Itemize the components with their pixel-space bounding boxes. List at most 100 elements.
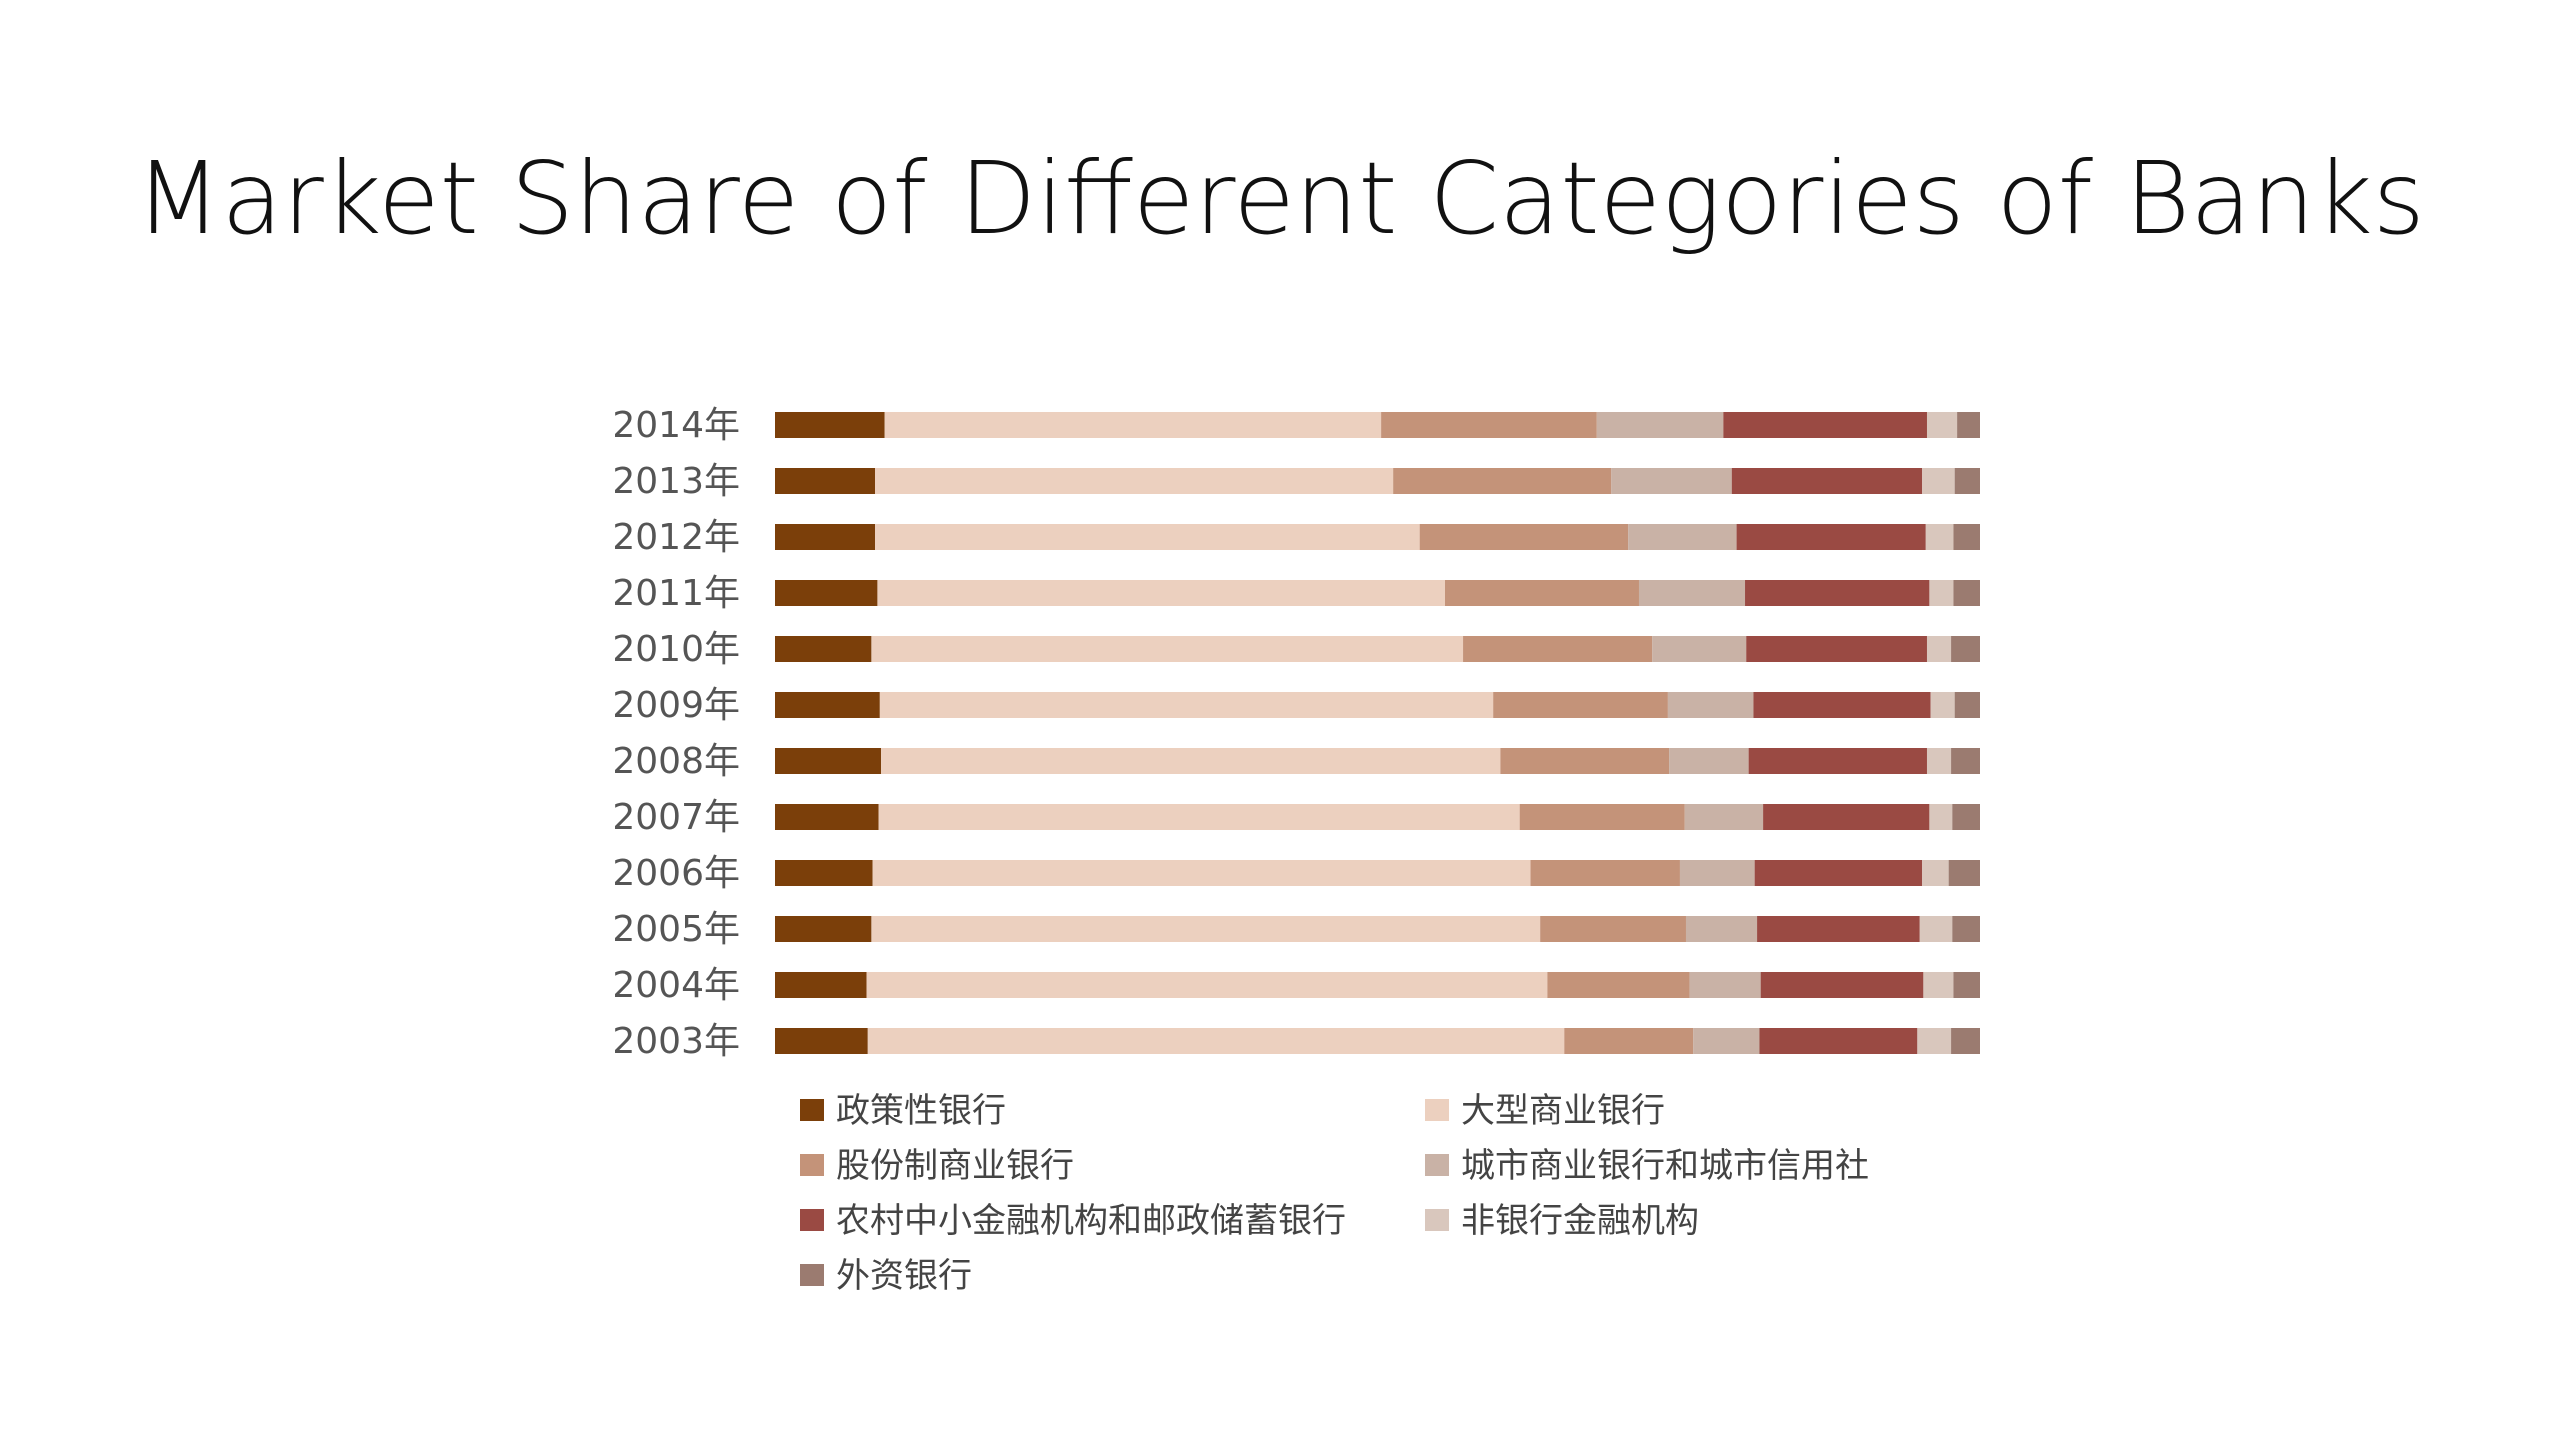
legend-label-3: 城市商业银行和城市信用社	[1461, 1146, 1869, 1186]
bar-segment-0-8	[775, 860, 873, 886]
bar-segment-6-4	[1951, 636, 1980, 662]
legend-label-2: 股份制商业银行	[836, 1146, 1074, 1186]
bar-segment-5-6	[1926, 748, 1952, 774]
legend-swatch-2	[800, 1154, 824, 1176]
legend-swatch-1	[1425, 1099, 1449, 1121]
y-tick-label: 2011年	[612, 573, 740, 614]
bar-segment-3-2	[1628, 524, 1737, 550]
bar-segment-4-8	[1754, 860, 1923, 886]
bar-segment-1-2	[875, 524, 1420, 550]
bar-segment-0-10	[775, 972, 867, 998]
bar-segment-1-11	[867, 1028, 1565, 1054]
bar-segment-4-1	[1731, 468, 1923, 494]
y-tick-label: 2003年	[612, 1021, 740, 1062]
y-axis-labels: 2014年 2013年 2012年 2011年 2010年 2009年 2008年 2007年…	[612, 405, 740, 1062]
bar-segment-3-11	[1693, 1028, 1760, 1054]
bar-segment-6-9	[1952, 916, 1980, 942]
legend-swatch-3	[1425, 1154, 1449, 1176]
bar-segment-2-0	[1381, 412, 1597, 438]
bars-group	[775, 412, 1980, 1054]
bar-segment-6-6	[1951, 748, 1980, 774]
bar-segment-3-3	[1638, 580, 1746, 606]
y-tick-label: 2013年	[612, 461, 740, 502]
bar-segment-2-7	[1519, 804, 1685, 830]
bar-segment-4-9	[1757, 916, 1920, 942]
bar-segment-3-10	[1689, 972, 1761, 998]
legend-swatch-5	[1425, 1209, 1449, 1231]
y-tick-label: 2012年	[612, 517, 740, 558]
bar-segment-4-10	[1760, 972, 1924, 998]
bar-segment-1-6	[881, 748, 1501, 774]
bar-segment-6-10	[1953, 972, 1980, 998]
bar-segment-6-5	[1954, 692, 1980, 718]
bar-segment-1-4	[871, 636, 1464, 662]
bar-segment-2-8	[1530, 860, 1680, 886]
bar-segment-2-6	[1500, 748, 1670, 774]
bar-segment-3-8	[1679, 860, 1755, 886]
bar-segment-6-8	[1948, 860, 1980, 886]
bar-segment-3-1	[1611, 468, 1732, 494]
bar-segment-5-1	[1922, 468, 1955, 494]
y-tick-label: 2007年	[612, 797, 740, 838]
bar-segment-2-10	[1547, 972, 1690, 998]
bar-segment-5-8	[1922, 860, 1949, 886]
bar-segment-1-10	[866, 972, 1548, 998]
y-tick-label: 2006年	[612, 853, 740, 894]
legend-swatch-6	[800, 1264, 824, 1286]
slide-title: Market Share of Different Categories of …	[135, 140, 2425, 257]
y-tick-label: 2010年	[612, 629, 740, 670]
bar-segment-3-5	[1667, 692, 1754, 718]
bar-segment-5-10	[1923, 972, 1954, 998]
bar-segment-0-3	[775, 580, 878, 606]
bar-segment-0-6	[775, 748, 882, 774]
bar-segment-6-11	[1951, 1028, 1980, 1054]
bar-segment-0-9	[775, 916, 872, 942]
bar-segment-2-3	[1444, 580, 1639, 606]
bar-segment-6-7	[1952, 804, 1980, 830]
bar-segment-6-2	[1953, 524, 1980, 550]
bar-segment-5-0	[1926, 412, 1958, 438]
bar-segment-5-2	[1925, 524, 1954, 550]
y-tick-label: 2009年	[612, 685, 740, 726]
bar-segment-3-6	[1669, 748, 1749, 774]
bar-segment-3-9	[1685, 916, 1758, 942]
bar-segment-4-6	[1748, 748, 1927, 774]
bar-segment-0-5	[775, 692, 880, 718]
bar-segment-6-3	[1953, 580, 1980, 606]
bar-segment-3-7	[1684, 804, 1764, 830]
bar-segment-1-0	[884, 412, 1382, 438]
y-tick-label: 2005年	[612, 909, 740, 950]
bar-segment-5-7	[1929, 804, 1953, 830]
bar-segment-5-3	[1929, 580, 1954, 606]
bar-segment-5-11	[1917, 1028, 1952, 1054]
bar-segment-2-1	[1393, 468, 1612, 494]
bar-segment-1-3	[877, 580, 1445, 606]
bar-segment-4-2	[1736, 524, 1926, 550]
y-tick-label: 2008年	[612, 741, 740, 782]
bar-segment-4-5	[1753, 692, 1931, 718]
bar-segment-2-5	[1493, 692, 1668, 718]
bar-segment-6-1	[1954, 468, 1980, 494]
bar-segment-0-11	[775, 1028, 868, 1054]
bar-segment-1-8	[872, 860, 1531, 886]
legend-swatch-4	[800, 1209, 824, 1231]
bar-segment-5-5	[1930, 692, 1955, 718]
bar-segment-0-1	[775, 468, 876, 494]
legend-swatch-0	[800, 1099, 824, 1121]
bar-segment-4-7	[1763, 804, 1930, 830]
bar-segment-6-0	[1957, 412, 1980, 438]
y-tick-label: 2014年	[612, 405, 740, 446]
bar-segment-2-4	[1463, 636, 1653, 662]
bar-segment-2-9	[1540, 916, 1686, 942]
bar-segment-2-11	[1564, 1028, 1694, 1054]
bar-segment-5-9	[1919, 916, 1953, 942]
bar-segment-4-4	[1746, 636, 1927, 662]
bar-segment-1-7	[878, 804, 1520, 830]
bar-segment-4-3	[1745, 580, 1930, 606]
bar-segment-0-0	[775, 412, 885, 438]
legend-label-1: 大型商业银行	[1461, 1091, 1665, 1131]
bar-segment-0-7	[775, 804, 879, 830]
legend-label-0: 政策性银行	[836, 1091, 1006, 1131]
